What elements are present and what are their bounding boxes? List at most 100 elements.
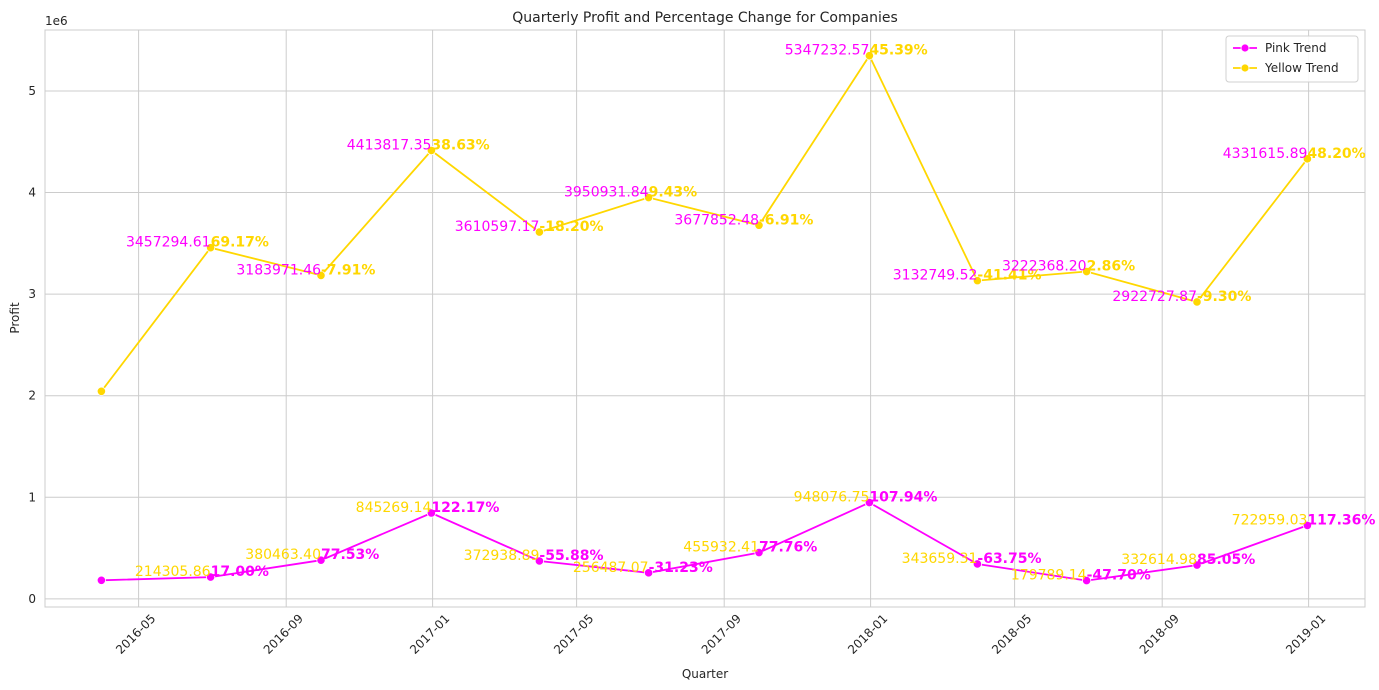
yellow-trend-value-label: 3677852.48 xyxy=(674,212,759,228)
yellow-trend-pct-label: 48.20% xyxy=(1307,146,1365,162)
pink-trend-point xyxy=(96,575,107,585)
pink-trend-point xyxy=(426,508,436,518)
x-tick-label: 2017-05 xyxy=(551,611,596,656)
pink-trend-point xyxy=(643,568,654,578)
pink-trend-value-label: 179789.14 xyxy=(1011,568,1087,584)
plot-frame xyxy=(44,29,1366,608)
yellow-trend-value-label: 4331615.89 xyxy=(1223,146,1308,162)
y-tick-label: 1 xyxy=(28,490,36,504)
pink-trend-pct-label: 107.94% xyxy=(869,490,937,506)
yellow-trend-value-label: 3950931.84 xyxy=(564,185,649,201)
legend: Pink Trend Yellow Trend xyxy=(1225,35,1359,83)
pink-trend-value-label: 948076.75 xyxy=(794,490,870,506)
grid xyxy=(45,30,1365,607)
legend-marker xyxy=(1240,43,1250,53)
pink-trend-pct-label: -47.70% xyxy=(1087,568,1151,584)
pink-trend-pct-label: -63.75% xyxy=(977,551,1041,567)
pink-trend-point xyxy=(206,572,216,582)
plot-area xyxy=(45,30,1365,607)
x-tick-label: 2018-09 xyxy=(1137,611,1182,656)
pink-trend-point xyxy=(754,547,764,558)
yellow-trend-pct-label: 38.63% xyxy=(431,137,489,153)
pink-trend-value-label: 214305.86 xyxy=(135,564,211,580)
pink-trend-pct-label: -55.88% xyxy=(539,548,603,564)
y-tick-labels: 0 1 2 3 4 5 xyxy=(28,84,36,606)
x-tick-label: 2017-09 xyxy=(699,611,744,656)
pink-trend-value-label: 372938.89 xyxy=(464,548,540,564)
yellow-trend-pct-label: -18.20% xyxy=(539,219,603,235)
pink-trend-point xyxy=(1082,576,1092,586)
pink-trend-pct-label: 17.00% xyxy=(211,564,269,580)
yellow-trend-pct-label: 9.43% xyxy=(649,185,698,201)
pink-trend-point xyxy=(1192,560,1202,570)
y-tick-label: 3 xyxy=(28,287,36,301)
yellow-trend-value-label: 3610597.17 xyxy=(455,219,540,235)
x-axis-label: Quarter xyxy=(682,667,728,681)
pink-trend-pct-label: 77.53% xyxy=(321,547,379,563)
yellow-trend-pct-label: -41.41% xyxy=(977,268,1041,284)
pink-trend-value-label: 256487.07 xyxy=(573,560,649,576)
pink-trend-value-label: 380463.40 xyxy=(245,547,321,563)
pink-trend-line xyxy=(101,501,1308,582)
pink-trend-point xyxy=(1302,520,1313,531)
pink-trend-value-label: 332614.98 xyxy=(1121,552,1197,568)
yellow-trend-value-label: 3132749.52 xyxy=(893,268,978,284)
yellow-trend-pct-label: 2.86% xyxy=(1087,259,1136,275)
yellow-trend-point xyxy=(864,51,875,61)
pink-trend-pct-label: 117.36% xyxy=(1307,512,1375,528)
yellow-trend-point xyxy=(643,192,654,203)
x-tick-label: 2017-01 xyxy=(407,611,452,656)
y-offset-label: 1e6 xyxy=(45,14,68,28)
pink-trend-value-label: 455932.41 xyxy=(683,540,759,556)
x-tick-labels: 2016-05 2016-09 2017-01 2017-05 2017-09 2018-… xyxy=(113,611,1328,656)
pink-trend-value-label: 343659.31 xyxy=(902,551,978,567)
yellow-trend-point xyxy=(1302,154,1313,164)
pink-trend-value-label: 845269.14 xyxy=(356,500,432,516)
yellow-trend-point xyxy=(972,276,983,286)
y-axis-label: Profit xyxy=(8,302,22,334)
yellow-trend-point xyxy=(316,270,326,281)
pink-trend-pct-label: 77.76% xyxy=(759,540,817,556)
legend-label: Pink Trend xyxy=(1265,41,1327,55)
yellow-trend-point xyxy=(426,145,436,156)
x-tick-label: 2018-05 xyxy=(989,611,1034,656)
yellow-trend-line xyxy=(100,53,1309,392)
x-tick-label: 2019-01 xyxy=(1283,611,1328,656)
y-tick-label: 2 xyxy=(28,389,36,403)
yellow-trend-value-label: 3457294.61 xyxy=(126,235,211,251)
legend-box xyxy=(1225,35,1359,83)
legend-label: Yellow Trend xyxy=(1264,61,1339,75)
y-tick-label: 5 xyxy=(28,84,36,98)
yellow-trend-pct-label: 69.17% xyxy=(211,235,269,251)
series-layer xyxy=(96,51,1313,586)
pink-trend-pct-label: 122.17% xyxy=(431,500,499,516)
x-tick-label: 2016-09 xyxy=(261,611,306,656)
x-tick-label: 2018-01 xyxy=(845,611,890,656)
x-tick-label: 2016-05 xyxy=(113,611,158,656)
yellow-trend-pct-label: -7.91% xyxy=(321,262,375,278)
yellow-trend-point xyxy=(206,243,216,253)
pink-trend-point xyxy=(972,559,983,569)
y-tick-label: 0 xyxy=(28,592,36,606)
pink-trend-point xyxy=(864,497,875,508)
chart-title: Quarterly Profit and Percentage Change f… xyxy=(512,10,898,26)
pink-trend-pct-label: -31.23% xyxy=(649,560,713,576)
yellow-trend-point xyxy=(534,227,545,237)
yellow-trend-value-label: 4413817.35 xyxy=(347,137,432,153)
y-tick-label: 4 xyxy=(28,186,36,200)
yellow-trend-value-label: 3183971.46 xyxy=(236,262,321,278)
yellow-trend-pct-label: -9.30% xyxy=(1197,289,1251,305)
pink-trend-point xyxy=(534,556,545,566)
pink-trend-point xyxy=(316,555,326,565)
yellow-trend-value-label: 5347232.57 xyxy=(785,43,870,59)
annotation-layer: 214305.86 17.00%380463.40 77.53%845269.14 1… xyxy=(126,43,1375,584)
yellow-trend-point xyxy=(96,386,107,396)
legend-marker xyxy=(1240,63,1250,73)
pink-trend-value-label: 722959.03 xyxy=(1232,512,1308,528)
yellow-trend-point xyxy=(1082,266,1092,277)
yellow-trend-value-label: 3222368.20 xyxy=(1002,259,1087,275)
pink-trend-pct-label: 85.05% xyxy=(1197,552,1255,568)
yellow-trend-pct-label: 45.39% xyxy=(869,43,927,59)
yellow-trend-value-label: 2922727.87 xyxy=(1112,289,1197,305)
